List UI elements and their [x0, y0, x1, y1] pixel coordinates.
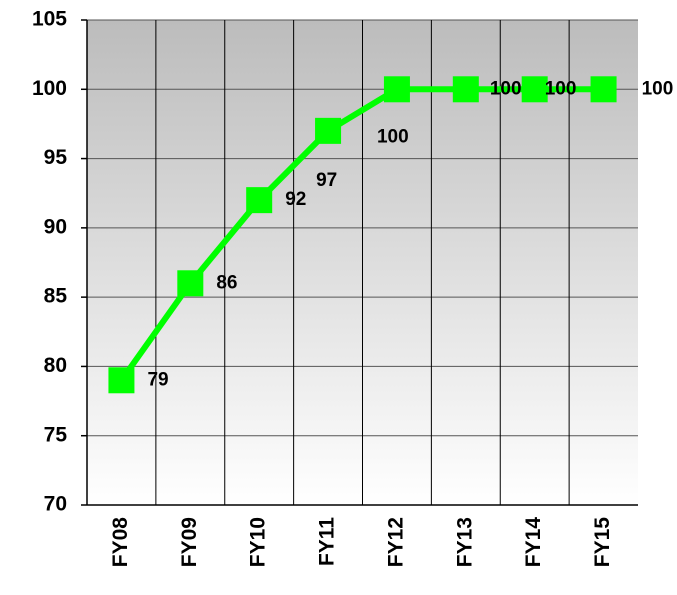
- data-label: 100: [490, 78, 522, 99]
- x-tick-label: FY13: [453, 517, 476, 567]
- x-tick-label: FY09: [178, 517, 201, 567]
- data-label: 92: [285, 189, 306, 210]
- y-tick-label: 105: [32, 8, 67, 31]
- y-tick-label: 100: [32, 77, 67, 100]
- data-label: 100: [642, 78, 674, 99]
- y-tick-label: 85: [44, 285, 68, 308]
- data-label: 97: [316, 170, 337, 191]
- x-tick-label: FY11: [316, 517, 339, 566]
- marker: [177, 270, 204, 297]
- data-label: 100: [545, 78, 577, 99]
- marker: [246, 187, 273, 214]
- data-label: 100: [377, 126, 409, 147]
- marker: [108, 367, 135, 394]
- marker: [521, 76, 548, 103]
- y-tick-label: 80: [44, 354, 67, 377]
- y-tick-label: 75: [44, 423, 68, 446]
- y-tick-label: 70: [44, 493, 67, 516]
- data-label: 86: [216, 272, 237, 293]
- y-tick-label: 90: [44, 215, 67, 238]
- x-tick-label: FY14: [522, 517, 545, 568]
- marker: [315, 117, 342, 144]
- x-tick-label: FY08: [109, 517, 132, 568]
- x-tick-label: FY15: [591, 517, 614, 568]
- data-label: 79: [147, 369, 168, 390]
- marker: [590, 76, 617, 103]
- x-tick-label: FY12: [384, 517, 407, 567]
- marker: [383, 76, 410, 103]
- x-tick-label: FY10: [247, 517, 270, 567]
- y-tick-label: 95: [44, 146, 68, 169]
- marker: [452, 76, 479, 103]
